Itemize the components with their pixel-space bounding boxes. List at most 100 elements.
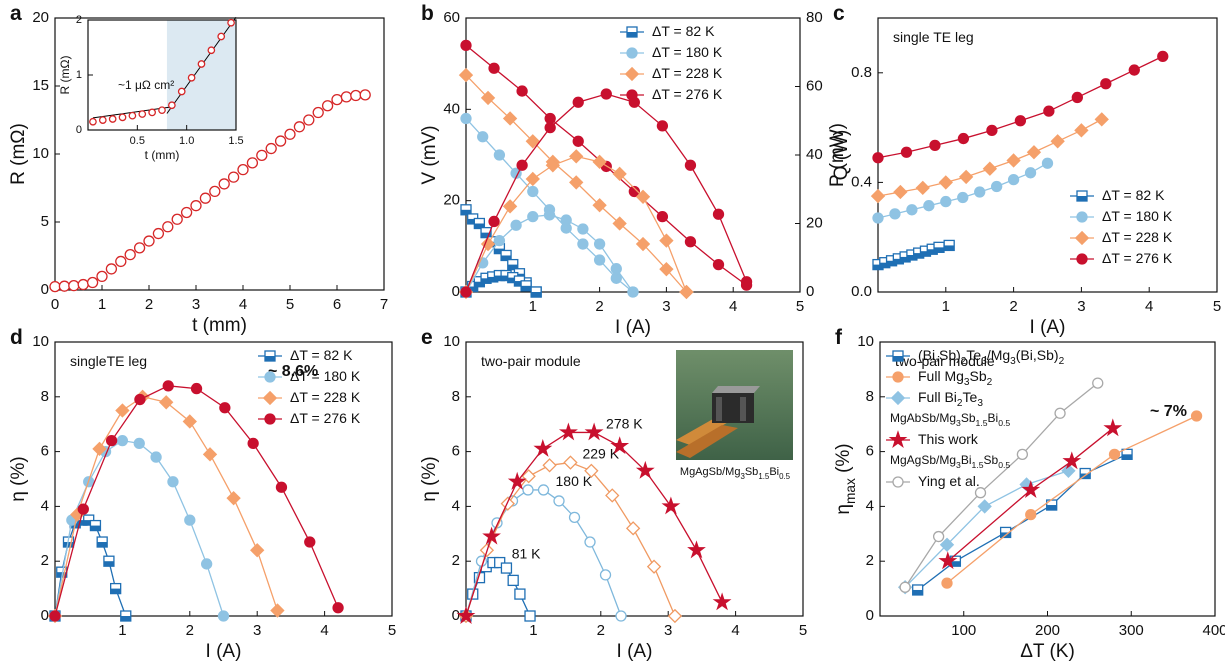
data-point <box>572 135 584 147</box>
data-point <box>1016 448 1029 460</box>
y-tick-label: 2 <box>41 552 49 569</box>
data-point <box>167 476 179 488</box>
text-run: ΔT = 228 K <box>652 65 723 81</box>
marker-shape <box>612 166 627 182</box>
marker-shape <box>888 430 908 448</box>
data-point <box>592 154 607 170</box>
text-run: 80 <box>806 9 823 26</box>
text-run: 81 K <box>512 545 541 561</box>
text-run: 5 <box>41 213 49 230</box>
data-point <box>460 39 472 52</box>
data-point <box>493 234 506 247</box>
subscript: 3 <box>956 418 961 428</box>
x-tick-label: 3 <box>192 296 200 313</box>
text-run: 1 <box>529 622 537 639</box>
y-tick-label: 10 <box>443 333 460 350</box>
data-point <box>1121 448 1133 460</box>
text-run: 1.5 <box>228 135 243 147</box>
panel-label: e <box>421 326 433 349</box>
x-tick-label: 7 <box>380 296 388 313</box>
marker-shape <box>628 185 640 198</box>
data-point <box>872 152 884 164</box>
data-point <box>321 100 334 112</box>
marker-shape <box>593 238 606 250</box>
data-point <box>605 488 620 503</box>
panel-label: f <box>835 326 843 349</box>
marker-shape <box>1128 64 1140 76</box>
data-point <box>250 543 265 558</box>
data-point <box>219 402 231 414</box>
marker-shape <box>934 247 945 253</box>
text-run: 2 <box>595 298 603 315</box>
marker-shape <box>120 616 131 621</box>
text-run: 4 <box>452 497 460 514</box>
data-point <box>200 558 213 570</box>
data-point <box>563 455 578 470</box>
marker-shape <box>1074 123 1089 138</box>
y-tick-label: 15 <box>32 77 49 94</box>
data-point <box>593 254 606 266</box>
data-point <box>89 117 97 126</box>
data-point <box>49 610 61 622</box>
marker-shape <box>256 149 268 162</box>
text-run: ΔT = 276 K <box>1102 250 1173 266</box>
marker-shape <box>275 481 288 493</box>
text-run: Bi <box>769 466 779 478</box>
y-tick-label: 4 <box>866 497 874 514</box>
text-run: (%) <box>833 443 854 478</box>
data-point <box>923 200 935 212</box>
marker-shape <box>986 124 998 136</box>
marker-shape <box>577 223 589 235</box>
marker-shape <box>525 134 540 149</box>
data-point <box>262 390 278 406</box>
data-point <box>940 195 952 208</box>
text-run: 6 <box>452 443 460 460</box>
data-point <box>938 175 953 190</box>
series-line <box>946 415 1197 584</box>
y-tick-label: 6 <box>866 443 874 460</box>
marker-shape <box>977 499 992 514</box>
marker-shape <box>599 569 612 581</box>
text-run: a <box>10 2 22 25</box>
marker-shape <box>83 520 94 526</box>
data-point <box>560 214 572 226</box>
marker-shape <box>90 525 101 531</box>
marker-shape <box>957 132 970 145</box>
data-point <box>158 106 166 115</box>
y-tick-label: 2 <box>866 552 874 569</box>
data-point <box>740 276 753 288</box>
marker-shape <box>522 484 534 496</box>
data-point <box>553 495 565 507</box>
marker-shape <box>899 581 911 593</box>
marker-shape <box>563 455 578 470</box>
data-point <box>202 447 218 462</box>
x-tick-label: 4 <box>1145 298 1153 315</box>
text-run: Te <box>963 389 978 405</box>
legend-label: (Bi,Sb)2Te3/Mg3(Bi,Sb)2 <box>918 347 1065 367</box>
y-tick-label: 20 <box>443 192 460 209</box>
data-point <box>889 208 901 220</box>
data-point <box>133 242 146 254</box>
data-point <box>870 188 886 204</box>
x-tick-label: 5 <box>1213 298 1221 315</box>
data-point <box>522 484 534 496</box>
text-run: 2 <box>597 622 605 639</box>
x-tick-label: 1.5 <box>228 135 243 147</box>
x-tick-label: 4 <box>320 622 328 639</box>
marker-shape <box>610 272 622 284</box>
text-run: 5 <box>796 298 804 315</box>
text-run: 8 <box>41 388 49 405</box>
marker-shape <box>332 602 344 614</box>
marker-shape <box>1074 230 1090 246</box>
data-point <box>350 89 362 102</box>
text-run: 400 <box>1202 622 1225 639</box>
legend-label: This work <box>918 431 979 447</box>
marker-shape <box>872 212 884 224</box>
marker-shape <box>605 488 620 503</box>
legend-note: MgAgSb/Mg3Bi1.5Sb0.5 <box>890 453 1010 470</box>
marker-shape <box>488 62 500 74</box>
x-axis-label: I (A) <box>617 641 653 662</box>
marker-shape <box>569 175 584 190</box>
data-point <box>584 422 604 441</box>
marker-shape <box>1094 112 1109 127</box>
